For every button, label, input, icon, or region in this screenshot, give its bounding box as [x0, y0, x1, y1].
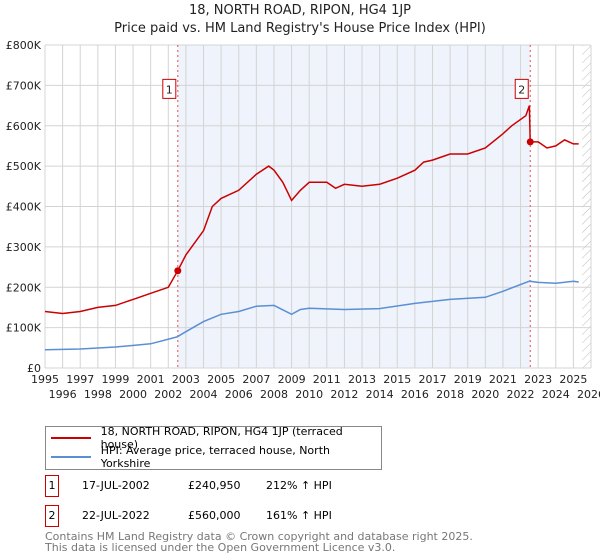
legend-item-property: 18, NORTH ROAD, RIPON, HG4 1JP (terraced…	[46, 425, 381, 451]
annotation-label: 2	[518, 83, 525, 96]
x-tick-label: 2014	[366, 388, 394, 401]
y-tick-label: £400K	[6, 201, 42, 214]
x-tick-label: 1995	[31, 373, 59, 386]
price-chart: 1995 1996 1997 1998 1999 2000 2001 2002 2003 2004…	[6, 39, 600, 401]
y-tick-label: £800K	[6, 39, 42, 52]
x-tick-label: 2016	[401, 388, 429, 401]
x-tick-label: 2005	[207, 373, 235, 386]
x-tick-label: 2021	[489, 373, 517, 386]
x-tick-label: 2007	[242, 373, 270, 386]
x-tick-label: 2009	[278, 373, 306, 386]
x-tick-label: 2004	[190, 388, 218, 401]
transaction-hpi: 161% ↑ HPI	[266, 509, 332, 522]
footer-line: Contains HM Land Registry data © Crown c…	[45, 530, 473, 543]
x-tick-label: 1998	[84, 388, 112, 401]
footer-line: This data is licensed under the Open Gov…	[45, 541, 396, 554]
y-tick-label: £200K	[6, 281, 42, 294]
chart-title: 18, NORTH ROAD, RIPON, HG4 1JP	[188, 3, 412, 18]
transaction-date: 17-JUL-2002	[82, 479, 150, 492]
x-tick-label: 1997	[66, 373, 94, 386]
x-tick-label: 1996	[49, 388, 77, 401]
x-tick-label: 2010	[295, 388, 323, 401]
x-tick-label: 1999	[101, 373, 129, 386]
legend-swatch	[51, 437, 91, 439]
annotation-label: 1	[166, 83, 173, 96]
x-tick-label: 2018	[436, 388, 464, 401]
x-tick-label: 2026	[577, 388, 600, 401]
property-series-line	[44, 105, 579, 315]
x-tick-label: 2017	[418, 373, 446, 386]
sale-point-marker	[526, 138, 534, 146]
y-tick-label: £100K	[6, 322, 42, 335]
x-tick-label: 2015	[383, 373, 411, 386]
legend-label: 18, NORTH ROAD, RIPON, HG4 1JP (terraced…	[100, 425, 343, 451]
x-tick-label: 2003	[172, 373, 200, 386]
x-tick-label: 2025	[559, 373, 587, 386]
legend-label: HPI: Average price, terraced house, Nort…	[100, 444, 330, 470]
transaction-price: £240,950	[188, 479, 241, 492]
x-tick-label: 2019	[454, 373, 482, 386]
y-tick-label: £600K	[6, 120, 42, 133]
x-tick-label: 2023	[524, 373, 552, 386]
transaction-number: 1	[45, 475, 59, 497]
transaction-hpi: 212% ↑ HPI	[266, 479, 332, 492]
y-tick-label: £300K	[6, 241, 42, 254]
x-tick-label: 2020	[471, 388, 499, 401]
transaction-price: £560,000	[188, 509, 241, 522]
legend-swatch	[51, 456, 91, 458]
x-tick-label: 2001	[137, 373, 165, 386]
y-tick-label: £0	[27, 362, 41, 375]
sale-point-marker	[174, 267, 182, 275]
x-tick-label: 2013	[348, 373, 376, 386]
chart-subtitle: Price paid vs. HM Land Registry's House …	[114, 21, 486, 36]
transaction-date: 22-JUL-2022	[82, 509, 150, 522]
x-tick-label: 2012	[330, 388, 358, 401]
annotation-badge	[514, 78, 529, 99]
legend: 18, NORTH ROAD, RIPON, HG4 1JP (terraced…	[45, 425, 382, 470]
x-tick-label: 2000	[119, 388, 147, 401]
x-tick-label: 2006	[225, 388, 253, 401]
x-tick-label: 2022	[507, 388, 535, 401]
y-tick-label: £500K	[6, 160, 42, 173]
footer: Contains HM Land Registry data © Crown c…	[45, 531, 473, 553]
legend-item-hpi: HPI: Average price, terraced house, Nort…	[46, 444, 381, 470]
transaction-number: 2	[45, 505, 59, 527]
x-tick-label: 2002	[154, 388, 182, 401]
x-tick-label: 2008	[260, 388, 288, 401]
annotation-badge	[162, 78, 177, 99]
x-tick-label: 2011	[313, 373, 341, 386]
x-tick-label: 2024	[542, 388, 570, 401]
y-tick-label: £700K	[6, 79, 42, 92]
hpi-series-line	[44, 280, 579, 351]
